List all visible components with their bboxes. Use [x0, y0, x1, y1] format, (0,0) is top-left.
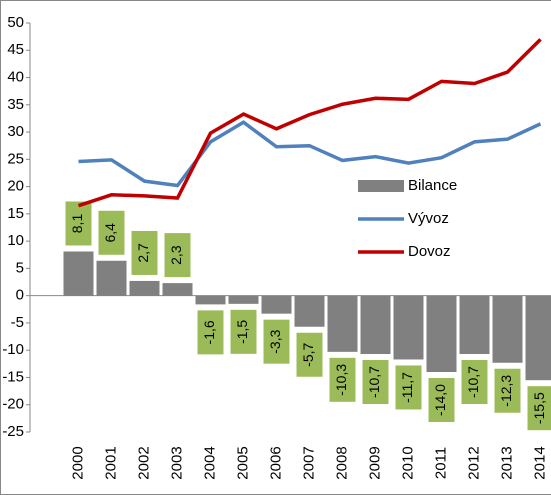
bar — [426, 295, 457, 373]
data-label-box — [362, 360, 389, 405]
data-label: -14,0 — [432, 384, 448, 416]
x-tick-label: 2004 — [201, 446, 218, 479]
data-label-box — [527, 386, 551, 431]
y-tick-label: -5 — [11, 314, 24, 331]
x-tick-label: 2011 — [432, 447, 449, 479]
y-tick-label: 25 — [7, 150, 24, 167]
line — [78, 120, 542, 188]
bar — [525, 295, 551, 381]
bar — [261, 295, 292, 314]
bar — [459, 295, 490, 355]
data-label: -3,3 — [267, 329, 283, 353]
bar — [393, 295, 424, 360]
bar — [492, 295, 523, 363]
data-label-box — [65, 201, 92, 246]
line — [77, 38, 542, 208]
y-tick-label: 35 — [7, 96, 24, 113]
data-label-box — [197, 310, 224, 355]
data-label-box — [131, 230, 158, 275]
data-label: -11,7 — [399, 372, 415, 403]
x-tick-label: 2002 — [135, 446, 152, 479]
legend-label: Vývoz — [408, 210, 449, 227]
data-label: 2,3 — [168, 245, 184, 265]
data-label-box — [494, 368, 521, 413]
bar — [195, 295, 226, 305]
data-label: -15,5 — [531, 392, 547, 424]
y-tick-label: 5 — [16, 259, 24, 276]
bar — [360, 295, 391, 355]
data-label-box — [395, 365, 422, 410]
data-label-box — [230, 309, 257, 354]
x-tick-label: 2000 — [69, 446, 86, 479]
y-tick-label: -25 — [2, 423, 24, 440]
data-label-box — [263, 319, 290, 364]
x-tick-label: 2005 — [234, 446, 251, 479]
x-tick-label: 2014 — [531, 446, 548, 479]
data-label: -1,5 — [234, 320, 250, 344]
legend-swatch — [358, 180, 404, 192]
y-tick-label: 30 — [7, 123, 24, 140]
data-label-box — [329, 357, 356, 402]
x-tick-label: 2003 — [168, 446, 185, 479]
data-label: 2,7 — [135, 243, 151, 263]
y-tick-label: 20 — [7, 178, 24, 195]
bar — [162, 283, 193, 296]
bar — [294, 295, 325, 327]
bar — [327, 295, 358, 352]
x-tick-label: 2010 — [399, 446, 416, 479]
y-tick-label: 15 — [7, 205, 24, 222]
data-label-box — [164, 233, 191, 278]
bar — [63, 251, 94, 296]
data-label: -5,7 — [300, 342, 316, 366]
x-tick-label: 2008 — [333, 446, 350, 479]
bar — [96, 260, 127, 296]
data-label-box — [296, 332, 323, 377]
y-tick-label: -10 — [2, 341, 24, 358]
data-label: -1,6 — [201, 320, 217, 344]
bar — [228, 295, 259, 304]
x-tick-label: 2007 — [300, 446, 317, 479]
y-tick-label: 10 — [7, 232, 24, 249]
y-tick-label: -20 — [2, 396, 24, 413]
legend-label: Dovoz — [408, 243, 451, 260]
x-tick-label: 2006 — [267, 446, 284, 479]
data-label: 8,1 — [69, 214, 85, 234]
data-label: -12,3 — [498, 375, 514, 407]
data-label: -10,7 — [465, 366, 481, 398]
x-tick-label: 2001 — [102, 446, 119, 479]
legend-label: Bilance — [408, 177, 457, 194]
y-tick-label: 45 — [7, 41, 24, 58]
x-tick-label: 2012 — [465, 446, 482, 479]
data-label: -10,3 — [333, 364, 349, 396]
data-label-box — [461, 360, 488, 405]
y-tick-label: 50 — [7, 14, 24, 31]
data-label-box — [428, 378, 455, 423]
y-tick-label: 0 — [16, 287, 24, 304]
data-label-box — [98, 210, 125, 255]
y-tick-label: 40 — [7, 69, 24, 86]
data-label: -10,7 — [366, 366, 382, 398]
x-tick-label: 2013 — [498, 446, 515, 479]
x-tick-label: 2009 — [366, 446, 383, 479]
bar — [129, 280, 160, 296]
data-label: 6,4 — [102, 223, 118, 243]
y-tick-label: -15 — [2, 368, 24, 385]
